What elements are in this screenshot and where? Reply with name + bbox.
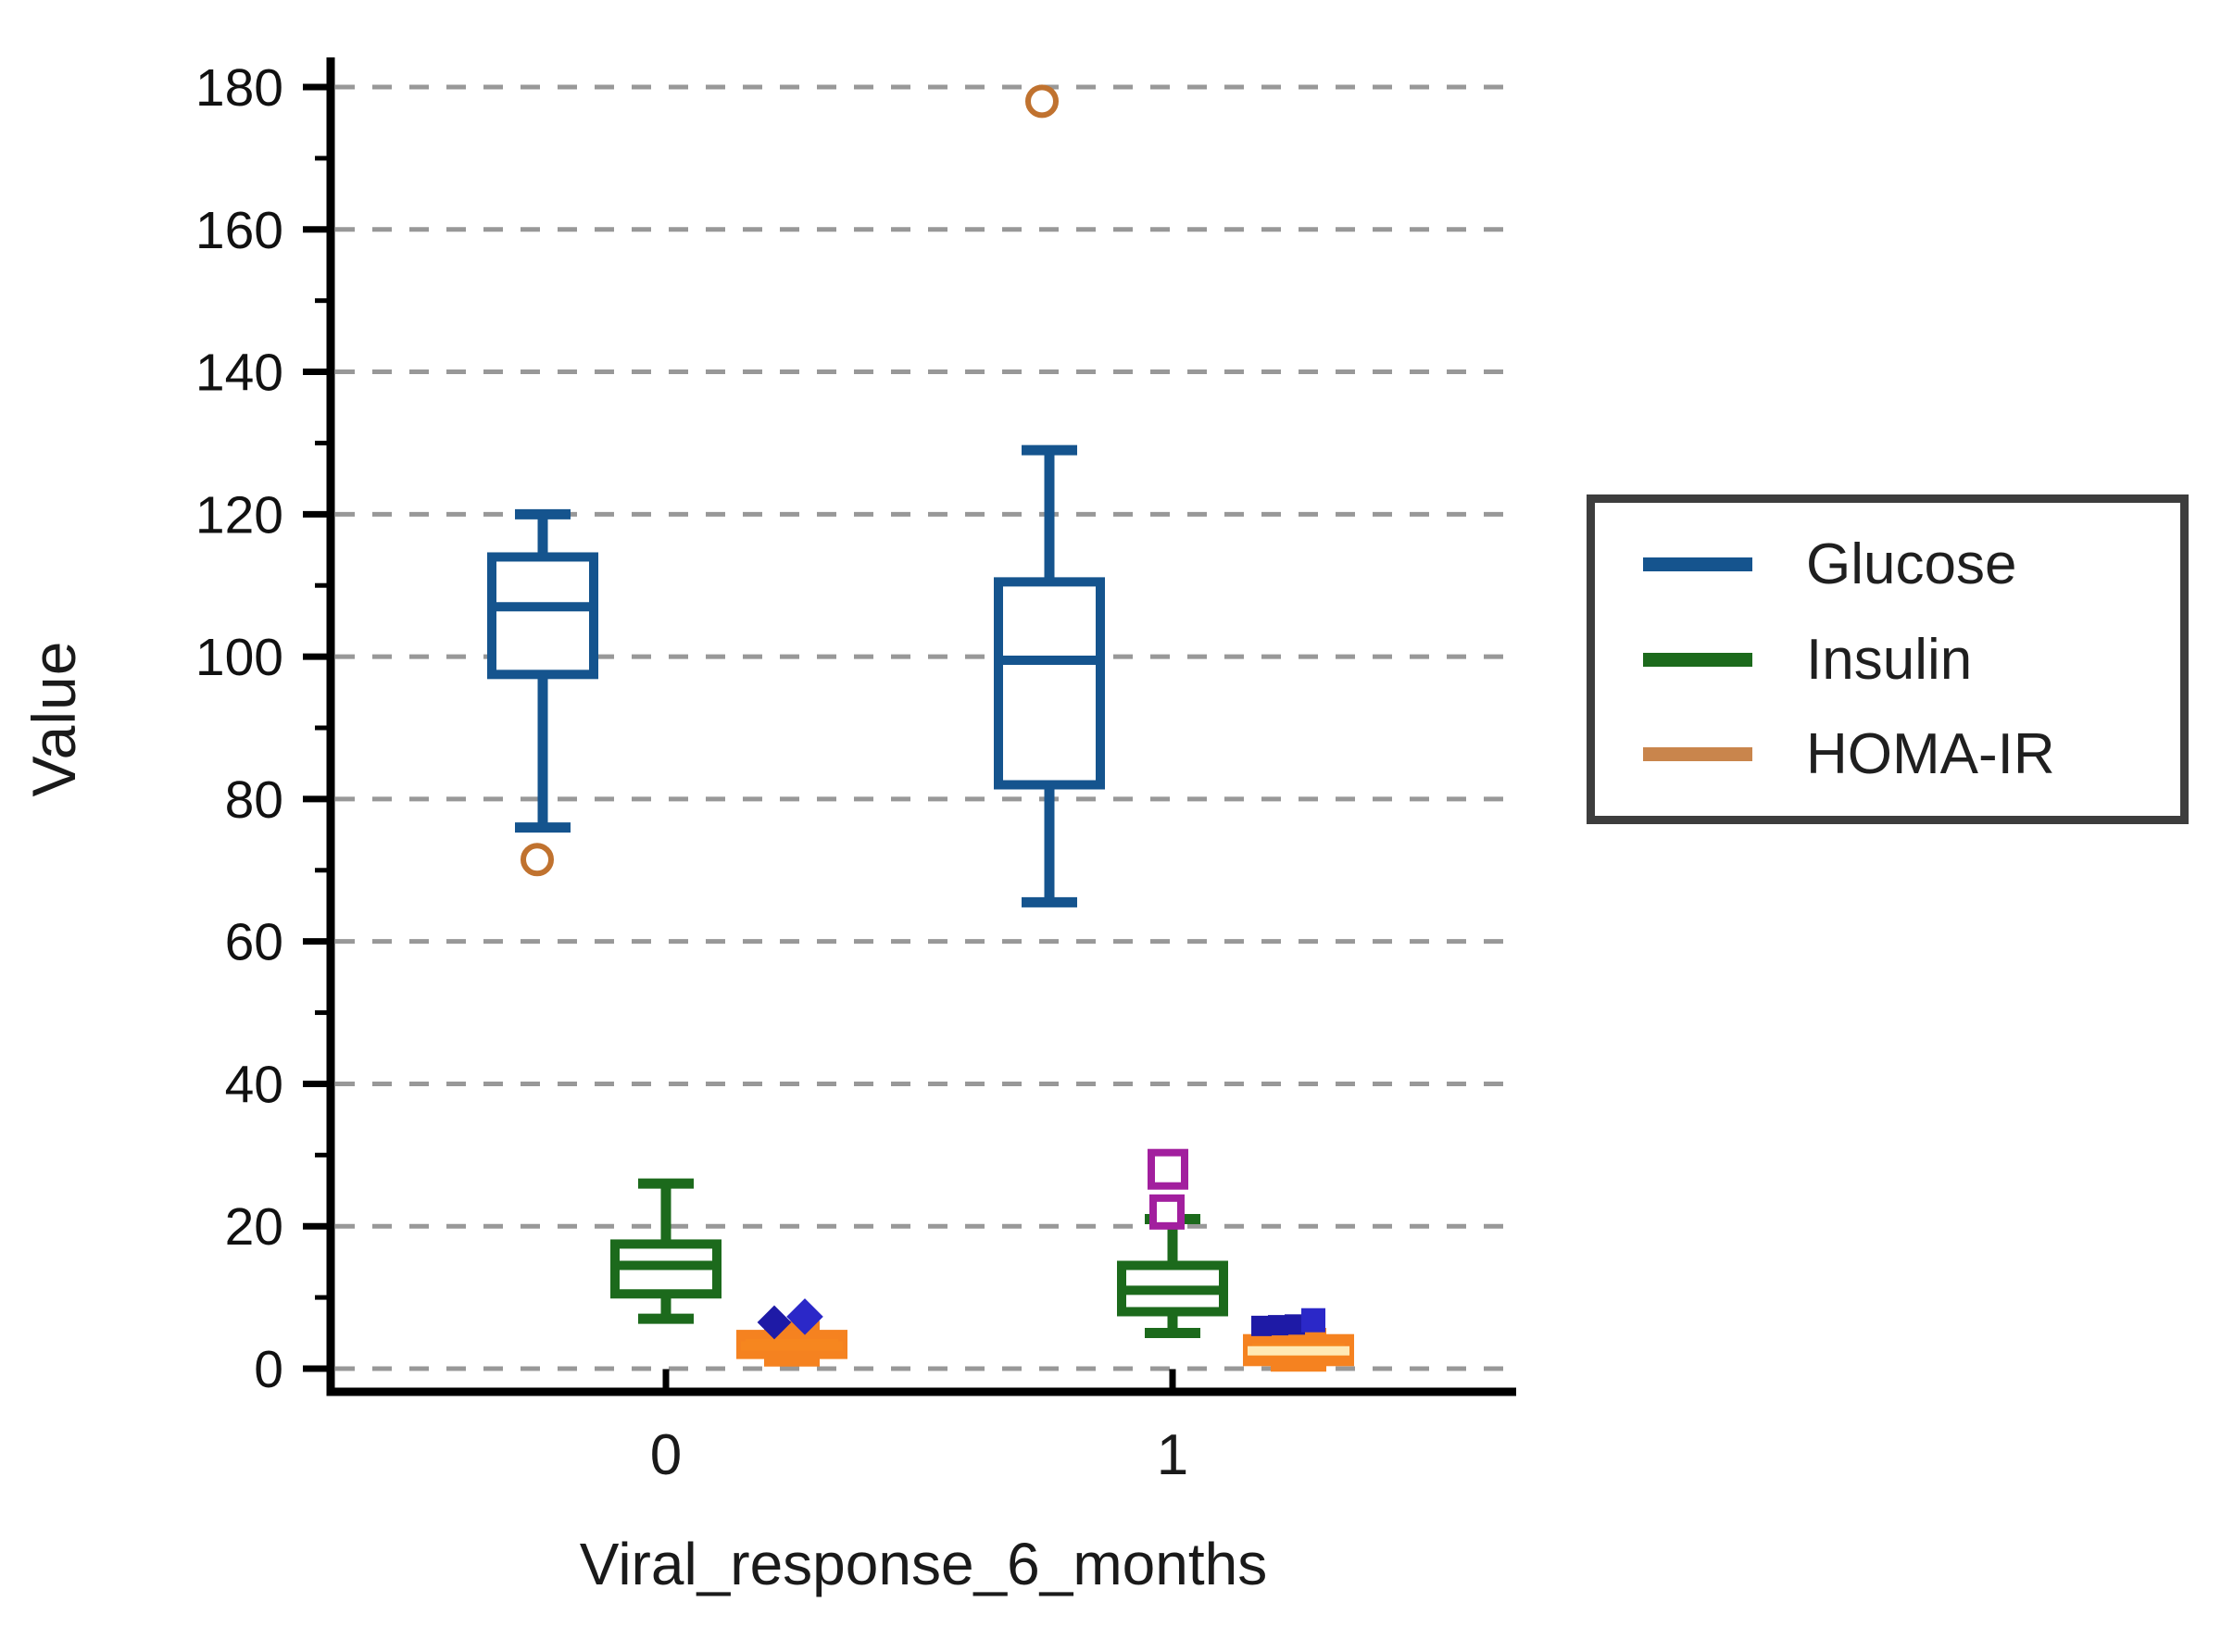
y-axis-title: Value xyxy=(19,640,88,797)
legend-item-glucose: Glucose xyxy=(1595,532,2180,597)
legend-item-homa-ir: HOMA-IR xyxy=(1595,721,2180,787)
y-tick-label: 100 xyxy=(195,628,283,687)
y-tick-label: 160 xyxy=(195,201,283,260)
glucose-line-swatch xyxy=(1643,557,1752,572)
y-tick-label: 0 xyxy=(254,1340,283,1399)
x-tick-label: 1 xyxy=(1157,1423,1188,1487)
legend-item-insulin: Insulin xyxy=(1595,627,2180,693)
outlier-diamond xyxy=(757,1305,792,1340)
outlier-square-filled xyxy=(1251,1315,1272,1336)
legend-box: Glucose Insulin HOMA-IR xyxy=(1587,494,2189,824)
outlier-square xyxy=(1148,1148,1188,1190)
outlier-square-filled xyxy=(1268,1315,1288,1336)
x-tick-label: 0 xyxy=(650,1423,682,1487)
insulin-line-swatch xyxy=(1643,652,1752,667)
outlier-circle xyxy=(1025,84,1059,119)
outlier-square xyxy=(1149,1194,1185,1230)
legend-label-insulin: Insulin xyxy=(1806,627,1973,692)
glucose-box xyxy=(994,577,1105,790)
y-tick-label: 40 xyxy=(225,1055,283,1114)
y-tick-label: 180 xyxy=(195,58,283,118)
x-axis-title: Viral_response_6_months xyxy=(579,1531,1268,1597)
y-tick-label: 60 xyxy=(225,913,283,972)
y-tick-label: 20 xyxy=(225,1197,283,1257)
legend-label-glucose: Glucose xyxy=(1806,532,2017,597)
homa-ir-line-swatch xyxy=(1643,746,1752,761)
y-tick-label: 140 xyxy=(195,344,283,403)
y-tick-label: 120 xyxy=(195,485,283,544)
outlier-circle xyxy=(521,843,554,877)
legend-label-homa-ir: HOMA-IR xyxy=(1806,721,2055,786)
y-tick-label: 80 xyxy=(225,770,283,830)
outlier-square-filled xyxy=(1301,1308,1325,1333)
glucose-box xyxy=(487,552,598,680)
outlier-diamond xyxy=(786,1298,823,1335)
outlier-square-filled xyxy=(1285,1314,1305,1335)
